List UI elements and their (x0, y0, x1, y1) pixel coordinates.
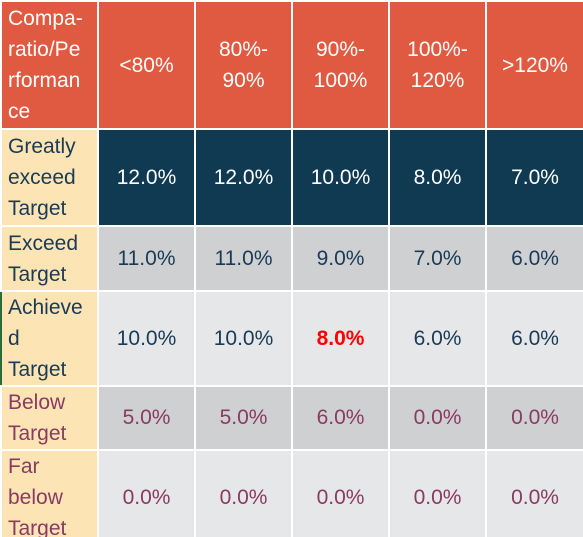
header-row: Compa- ratio/Pe rforman ce <80% 80%- 90%… (0, 0, 583, 130)
value-cell[interactable]: 12.0% (194, 128, 293, 227)
column-header-cell[interactable]: <80% (97, 0, 196, 130)
value-cell[interactable]: 6.0% (388, 290, 487, 387)
column-header-cell[interactable]: >120% (485, 0, 583, 130)
value-cell[interactable]: 6.0% (291, 385, 390, 451)
value-cell[interactable]: 10.0% (97, 290, 196, 387)
value-cell[interactable]: 0.0% (485, 449, 583, 537)
value-cell[interactable]: 8.0% (388, 128, 487, 227)
value-cell[interactable]: 5.0% (194, 385, 293, 451)
value-cell[interactable]: 0.0% (485, 385, 583, 451)
value-cell[interactable]: 6.0% (485, 290, 583, 387)
highlighted-value-cell[interactable]: 8.0% (291, 290, 390, 387)
table-row: Achieve d Target 10.0% 10.0% 8.0% 6.0% 6… (0, 290, 583, 387)
column-header-cell[interactable]: 100%- 120% (388, 0, 487, 130)
value-cell[interactable]: 0.0% (388, 449, 487, 537)
table-row: Exceed Target 11.0% 11.0% 9.0% 7.0% 6.0% (0, 225, 583, 292)
value-cell[interactable]: 11.0% (194, 225, 293, 292)
value-cell[interactable]: 12.0% (97, 128, 196, 227)
value-cell[interactable]: 6.0% (485, 225, 583, 292)
row-header-cell[interactable]: Exceed Target (0, 225, 99, 292)
value-cell[interactable]: 7.0% (388, 225, 487, 292)
column-header-cell[interactable]: 90%- 100% (291, 0, 390, 130)
value-cell[interactable]: 10.0% (291, 128, 390, 227)
column-header-cell[interactable]: 80%- 90% (194, 0, 293, 130)
value-cell[interactable]: 10.0% (194, 290, 293, 387)
row-header-cell[interactable]: Below Target (0, 385, 99, 451)
corner-header-cell[interactable]: Compa- ratio/Pe rforman ce (0, 0, 99, 130)
value-cell[interactable]: 0.0% (194, 449, 293, 537)
row-header-cell[interactable]: Far below Target (0, 449, 99, 537)
table-row: Greatly exceed Target 12.0% 12.0% 10.0% … (0, 128, 583, 227)
value-cell[interactable]: 0.0% (291, 449, 390, 537)
value-cell[interactable]: 5.0% (97, 385, 196, 451)
row-header-cell[interactable]: Achieve d Target (0, 290, 99, 387)
value-cell[interactable]: 11.0% (97, 225, 196, 292)
table-row: Far below Target 0.0% 0.0% 0.0% 0.0% 0.0… (0, 449, 583, 537)
value-cell[interactable]: 9.0% (291, 225, 390, 292)
row-header-cell[interactable]: Greatly exceed Target (0, 128, 99, 227)
table-row: Below Target 5.0% 5.0% 6.0% 0.0% 0.0% (0, 385, 583, 451)
value-cell[interactable]: 0.0% (388, 385, 487, 451)
value-cell[interactable]: 0.0% (97, 449, 196, 537)
value-cell[interactable]: 7.0% (485, 128, 583, 227)
